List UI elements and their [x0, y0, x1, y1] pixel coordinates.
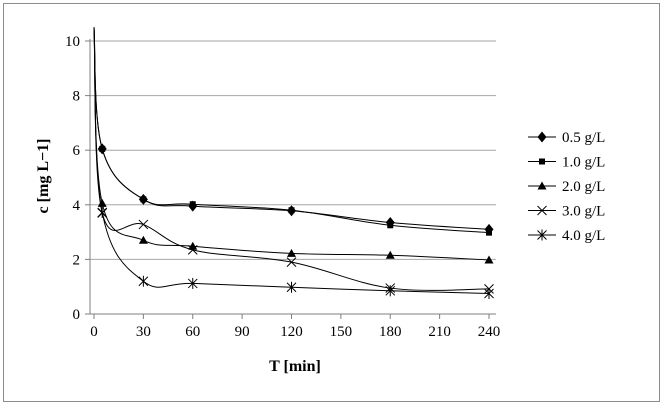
- y-tick-label: 10: [65, 34, 80, 50]
- legend-label: 1.0 g/L: [562, 155, 605, 171]
- x-tick-label: 90: [235, 324, 250, 340]
- data-point: [484, 255, 494, 264]
- marker-stroke: [286, 257, 297, 267]
- legend-entry: 0.5 g/L: [528, 130, 605, 146]
- legend-marker: [537, 131, 547, 143]
- y-tick-label: 8: [73, 89, 81, 105]
- x-axis-title: T [min]: [269, 358, 321, 375]
- x-tick-label: 0: [90, 324, 98, 340]
- data-point: [286, 281, 297, 293]
- marker-stroke: [537, 205, 547, 216]
- data-point: [99, 145, 106, 152]
- data-point: [286, 257, 297, 267]
- legend-label: 0.5 g/L: [562, 130, 605, 146]
- data-point: [138, 219, 149, 230]
- series-line-2: [93, 27, 490, 234]
- legend-marker: [539, 158, 545, 165]
- marker-stroke: [138, 219, 149, 230]
- series-line-3: [93, 27, 490, 261]
- legend-label: 3.0 g/L: [562, 204, 605, 220]
- legend-marker: [537, 181, 547, 190]
- data-point: [187, 277, 198, 289]
- y-tick-label: 4: [73, 198, 81, 214]
- series-markers: [97, 143, 494, 300]
- x-tick-label: 60: [185, 324, 200, 340]
- legend-label: 4.0 g/L: [562, 228, 605, 244]
- x-tick-label: 240: [478, 324, 501, 340]
- y-axis-title: c [mg L−1]: [35, 139, 52, 214]
- legend-entry: 3.0 g/L: [528, 204, 605, 220]
- series-line-1: [93, 27, 490, 230]
- x-tick-label: 180: [379, 324, 402, 340]
- y-tick-labels: 0 2 4 6 8 10: [65, 34, 81, 323]
- data-point: [140, 196, 147, 203]
- y-tick-label: 6: [73, 143, 81, 159]
- gridlines: [90, 40, 496, 260]
- data-point: [385, 285, 396, 297]
- data-point: [385, 250, 395, 259]
- legend-marker: [537, 229, 547, 241]
- y-tick-label: 2: [73, 252, 81, 268]
- legend-entry: 1.0 g/L: [528, 155, 605, 171]
- data-point: [287, 248, 296, 257]
- data-point: [97, 198, 107, 207]
- y-tick-label: 0: [73, 307, 81, 323]
- axes: [85, 39, 496, 319]
- x-tick-label: 30: [136, 324, 151, 340]
- data-point: [138, 235, 148, 244]
- legend-label: 2.0 g/L: [562, 179, 605, 195]
- data-point: [387, 222, 394, 229]
- data-point: [484, 288, 494, 300]
- data-point: [138, 275, 149, 287]
- x-tick-labels: 0 30 60 90 120 150 180 210 240: [90, 324, 500, 340]
- data-point: [97, 206, 108, 218]
- data-point: [486, 229, 492, 236]
- chart-frame: [3, 3, 660, 402]
- x-tick-label: 210: [428, 324, 451, 340]
- x-tick-label: 150: [330, 324, 353, 340]
- data-point: [187, 244, 198, 255]
- data-point: [189, 201, 196, 208]
- data-point: [288, 207, 295, 214]
- legend-entry: 2.0 g/L: [528, 179, 605, 195]
- marker-stroke: [187, 244, 198, 255]
- legend-entry: 4.0 g/L: [528, 228, 605, 244]
- legend: 0.5 g/L 1.0 g/L 2.0 g/L 3.0 g/L 4.0 g/L: [528, 130, 605, 244]
- x-tick-label: 120: [280, 324, 303, 340]
- legend-marker: [537, 205, 547, 216]
